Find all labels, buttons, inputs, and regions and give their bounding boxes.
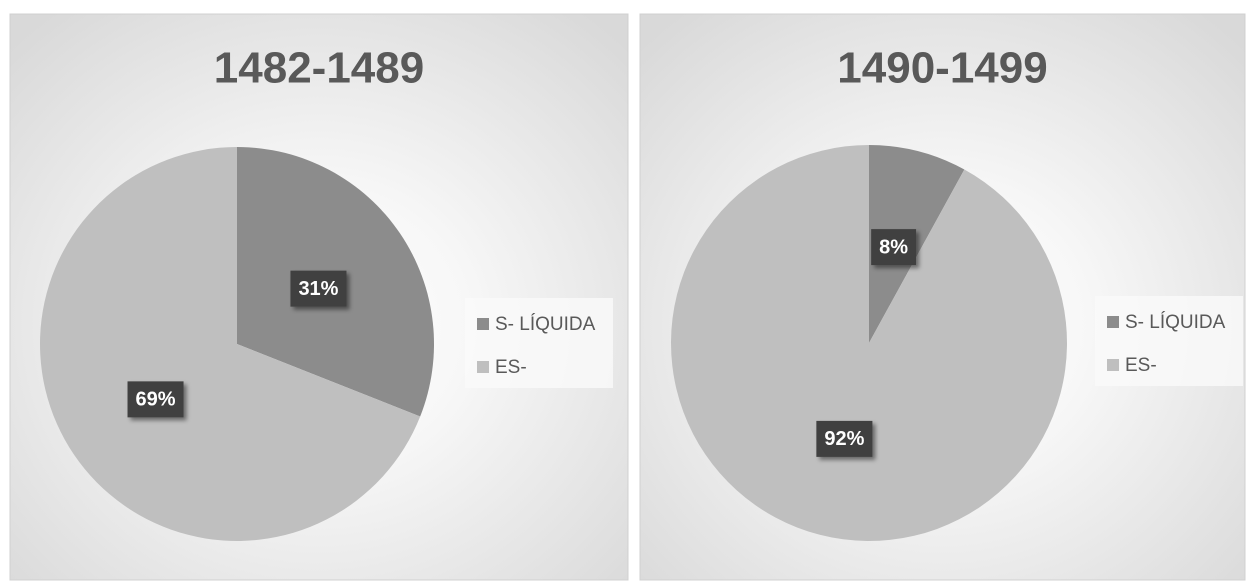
legend-label: S- LÍQUIDA bbox=[495, 314, 596, 335]
legend-marker bbox=[477, 318, 489, 330]
data-label-box bbox=[871, 229, 917, 266]
pie-slice bbox=[39, 147, 421, 541]
data-label-box bbox=[816, 420, 873, 457]
data-label: 69% bbox=[136, 389, 176, 411]
chart: 1482-1489 31% 69% S- LÍQUIDA ES- bbox=[9, 13, 629, 581]
legend-box bbox=[1095, 296, 1243, 386]
chart-title: 1490-1499 bbox=[837, 44, 1047, 93]
chart: 1490-1499 8% 92% S- LÍQUIDA ES- bbox=[639, 13, 1246, 581]
legend-box bbox=[465, 298, 613, 388]
legend-marker bbox=[1107, 316, 1119, 328]
pie-slice bbox=[869, 145, 965, 343]
legend-label: S- LÍQUIDA bbox=[1125, 312, 1226, 333]
data-label: 8% bbox=[879, 236, 908, 258]
data-label: 92% bbox=[824, 428, 864, 450]
data-label-box bbox=[290, 270, 347, 307]
legend-marker bbox=[477, 361, 489, 373]
legend-label: ES- bbox=[1125, 355, 1157, 376]
pie-slice bbox=[671, 145, 1067, 541]
data-label-box bbox=[127, 381, 184, 418]
legend-marker bbox=[1107, 359, 1119, 371]
chart-title: 1482-1489 bbox=[214, 44, 424, 93]
data-label: 31% bbox=[298, 278, 338, 300]
legend-label: ES- bbox=[495, 357, 527, 378]
